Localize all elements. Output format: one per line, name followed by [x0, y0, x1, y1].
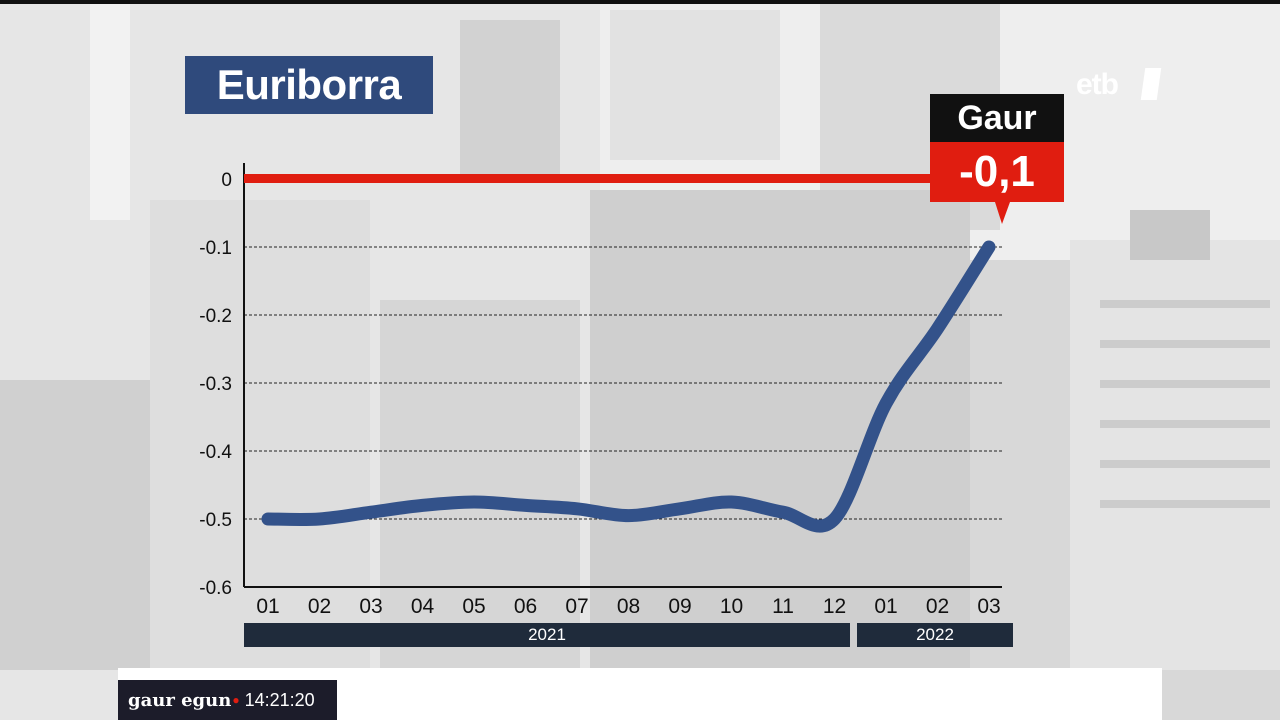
ticker-show-box: gaur egun ● 14:21:20	[118, 680, 337, 720]
y-tick-labels: 0 -0.1 -0.2 -0.3 -0.4 -0.5 -0.6	[199, 170, 232, 599]
x-tick-label: 11	[772, 595, 794, 618]
gridlines	[244, 246, 1002, 520]
clock: 14:21:20	[244, 689, 315, 710]
x-tick-label: 02	[308, 595, 331, 618]
zero-reference-line	[244, 174, 936, 183]
x-tick-label: 09	[668, 595, 691, 618]
y-tick-label: -0.3	[199, 374, 232, 395]
top-edge-bar	[0, 0, 1280, 4]
x-tick-label: 10	[720, 595, 743, 618]
x-tick-label: 05	[462, 595, 485, 618]
show-name: gaur egun	[128, 689, 232, 711]
chart-title: Euriborra	[185, 56, 433, 114]
y-tick-label: -0.5	[199, 510, 232, 531]
y-tick-label: -0.4	[199, 442, 232, 463]
x-tick-label: 01	[256, 595, 279, 618]
x-tick-label: 03	[359, 595, 382, 618]
series-line	[261, 240, 996, 533]
x-tick-label: 07	[565, 595, 588, 618]
y-tick-label: 0	[221, 170, 232, 191]
x-tick-labels: 01 02 03 04 05 06 07 08 09 10 11 12 01 02 03	[256, 595, 1000, 618]
channel-logo: etb	[1076, 68, 1119, 101]
x-tick-label: 04	[411, 595, 435, 618]
x-tick-label: 03	[977, 595, 1000, 618]
year-bar-2022: 2022	[857, 623, 1013, 647]
year-bar-2021: 2021	[244, 623, 850, 647]
x-tick-label: 08	[617, 595, 640, 618]
x-tick-label: 02	[926, 595, 949, 618]
show-dot-icon: ●	[232, 693, 240, 707]
callout-pointer	[995, 202, 1010, 224]
x-tick-label: 06	[514, 595, 537, 618]
axes	[243, 163, 1002, 588]
callout-value: -0,1	[930, 142, 1064, 202]
y-tick-label: -0.6	[199, 578, 232, 599]
callout-label: Gaur	[930, 94, 1064, 142]
y-tick-label: -0.1	[199, 238, 232, 259]
y-tick-label: -0.2	[199, 306, 232, 327]
x-tick-label: 12	[823, 595, 846, 618]
x-tick-label: 01	[874, 595, 897, 618]
